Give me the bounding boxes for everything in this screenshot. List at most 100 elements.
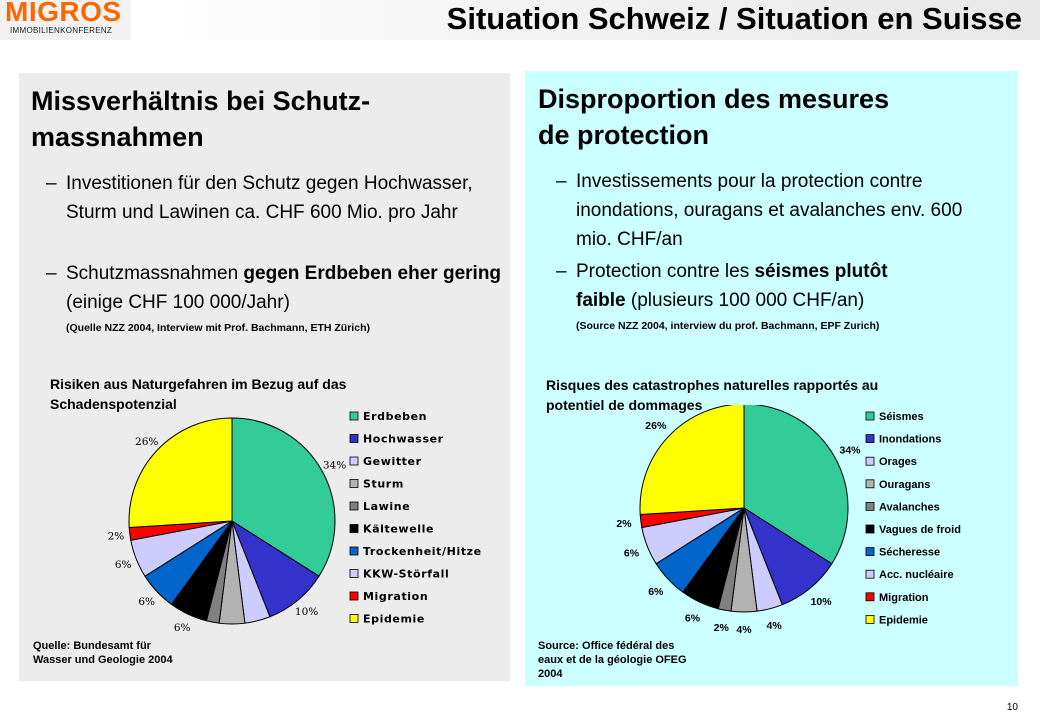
legend-swatch-inondations xyxy=(865,434,875,444)
left-source-line1: Quelle: Bundesamt für xyxy=(33,640,151,652)
logo: MIGROS IMMOBILIENKONFERENZ xyxy=(0,0,131,40)
legend-swatch-erdbeben xyxy=(349,411,359,421)
legend-label-kaltewelle: Kältewelle xyxy=(363,523,434,536)
pie-slice-erdbeben xyxy=(231,417,336,577)
left-bullet-2-bold: gegen Erdbeben eher gering xyxy=(243,263,502,284)
bullet-dash: – xyxy=(556,261,567,282)
legend-swatch-vagues-de-froid xyxy=(865,524,875,534)
left-panel-heading: Missverhältnis bei Schutz- massnahmen xyxy=(31,83,501,155)
legend-swatch-acc-nucleaire xyxy=(865,569,875,579)
pie-label-epidemie: 26% xyxy=(645,420,667,432)
pie-label-kaltewelle: 6% xyxy=(174,622,191,631)
legend-label-sturm: Sturm xyxy=(363,478,404,491)
pie-label-acc-nucleaire: 6% xyxy=(624,548,640,560)
left-chart-title: Risiken aus Naturgefahren im Bezug auf d… xyxy=(50,374,490,414)
bullet-dash: – xyxy=(556,171,567,192)
right-heading-line2: de protection xyxy=(538,120,710,150)
legend-swatch-epidemie xyxy=(349,614,359,623)
right-source-line2: eaux et de la géologie OFEG xyxy=(538,654,687,666)
legend-swatch-sturm xyxy=(349,479,359,488)
legend-label-acc-nucleaire: Acc. nucléaire xyxy=(879,569,954,581)
right-bullet-2-pre: Protection contre les xyxy=(576,261,755,282)
legend-swatch-orages xyxy=(865,456,875,466)
right-bullet-2-bold1: séismes plutôt xyxy=(754,261,888,282)
right-bullet-2: – Protection contre les séismes plutôt f… xyxy=(556,257,1006,333)
pie-label-vagues-de-froid: 6% xyxy=(685,613,701,625)
right-bullet-2-source: (Source NZZ 2004, interview du prof. Bac… xyxy=(576,320,880,332)
bullet-dash: – xyxy=(46,263,57,284)
legend-label-vagues-de-froid: Vagues de froid xyxy=(879,524,961,536)
left-pie-chart: 34%10%4%4%2%6%6%6%2%26%ErdbebenHochwasse… xyxy=(108,410,482,631)
right-bullet-1: – Investissements pour la protection con… xyxy=(556,167,986,254)
pie-label-ouragans: 4% xyxy=(736,624,752,635)
pie-label-avalanches: 2% xyxy=(714,622,730,634)
legend-swatch-lawine xyxy=(349,501,359,511)
legend-label-hochwasser: Hochwasser xyxy=(363,433,444,446)
left-heading-line1: Missverhältnis bei Schutz- xyxy=(31,86,371,116)
pie-label-gewitter: 4% xyxy=(253,629,270,631)
right-bullet-1-text: Investissements pour la protection contr… xyxy=(576,171,963,250)
pie-label-secheresse: 6% xyxy=(648,586,664,598)
left-panel: Missverhältnis bei Schutz- massnahmen – … xyxy=(19,73,510,681)
page-title: Situation Schweiz / Situation en Suisse xyxy=(446,1,1022,36)
legend-swatch-secheresse xyxy=(865,547,875,557)
legend-swatch-gewitter xyxy=(349,456,359,466)
legend-swatch-ouragans xyxy=(865,479,875,489)
left-bullet-1-text: Investitionen für den Schutz gegen Hochw… xyxy=(66,173,473,223)
header-bar: Situation Schweiz / Situation en Suisse xyxy=(131,0,1040,40)
right-chart-title-line1: Risques des catastrophes naturelles rapp… xyxy=(546,377,879,393)
legend-label-migration: Migration xyxy=(363,590,428,603)
legend-label-seismes: Séismes xyxy=(879,411,924,423)
left-bullet-2-pre: Schutzmassnahmen xyxy=(66,263,244,284)
pie-label-seismes: 34% xyxy=(839,445,861,457)
pie-label-inondations: 10% xyxy=(811,596,833,608)
right-panel-heading: Disproportion des mesures de protection xyxy=(538,81,1008,153)
legend-swatch-hochwasser xyxy=(349,434,359,443)
pie-label-hochwasser: 10% xyxy=(295,606,318,618)
left-chart-title-line1: Risiken aus Naturgefahren im Bezug auf d… xyxy=(50,376,347,392)
left-bullet-2-source: (Quelle NZZ 2004, Interview mit Prof. Ba… xyxy=(66,322,370,334)
right-source-line1: Source: Office fédéral des xyxy=(538,640,675,652)
legend-label-avalanches: Avalanches xyxy=(879,501,940,513)
pie-label-orages: 4% xyxy=(767,620,783,632)
left-source-line2: Wasser und Geologie 2004 xyxy=(33,654,173,666)
page-number: 10 xyxy=(1006,702,1018,713)
legend-swatch-avalanches xyxy=(865,502,875,511)
pie-label-erdbeben: 34% xyxy=(323,460,346,472)
legend-label-lawine: Lawine xyxy=(363,500,410,513)
legend-swatch-kkw-storfall xyxy=(349,569,359,578)
legend-swatch-seismes xyxy=(865,411,875,421)
legend-label-kkw-storfall: KKW-Störfall xyxy=(363,568,449,581)
legend-swatch-epidemie xyxy=(865,614,875,624)
legend-swatch-migration xyxy=(349,591,359,601)
left-bullet-2-post: (einige CHF 100 000/Jahr) xyxy=(66,292,290,313)
logo-wordmark: MIGROS xyxy=(5,0,122,27)
pie-label-epidemie: 26% xyxy=(135,436,158,448)
right-pie-chart: 34% 10% 4% 4% 2% 6% 6% 6% 2% 26% Séismes Inondation… xyxy=(616,405,961,635)
right-bullet-2-post: (plusieurs 100 000 CHF/an) xyxy=(625,290,865,311)
legend-label-epidemie: Epidemie xyxy=(363,613,425,626)
right-chart-title: Risques des catastrophes naturelles rapp… xyxy=(546,375,996,415)
left-bullet-2: – Schutzmassnahmen gegen Erdbeben eher g… xyxy=(46,259,508,335)
pie-label-migration: 2% xyxy=(616,518,632,530)
legend-label-ouragans: Ouragans xyxy=(879,479,930,491)
left-bullet-1: – Investitionen für den Schutz gegen Hoc… xyxy=(46,169,486,227)
pie-slice-epidemie xyxy=(639,405,745,516)
right-heading-line1: Disproportion des mesures xyxy=(538,84,890,114)
right-chart-source: Source: Office fédéral des eaux et de la… xyxy=(538,639,778,681)
left-chart-source: Quelle: Bundesamt für Wasser und Geologi… xyxy=(33,639,273,667)
legend-swatch-trockenheit-hitze xyxy=(349,546,359,556)
legend-label-secheresse: Sécheresse xyxy=(879,547,940,559)
legend-label-orages: Orages xyxy=(879,456,917,468)
left-chart-title-line2: Schadenspotenzial xyxy=(50,396,177,412)
pie-label-migration: 2% xyxy=(108,531,125,543)
logo-subtext: IMMOBILIENKONFERENZ xyxy=(10,26,113,35)
pie-slice-epidemie xyxy=(128,417,233,529)
bullet-dash: – xyxy=(46,173,57,194)
pie-label-kkw-storfall: 6% xyxy=(115,559,132,571)
left-heading-line2: massnahmen xyxy=(31,122,204,152)
legend-label-gewitter: Gewitter xyxy=(363,455,422,468)
right-source-line3: 2004 xyxy=(538,668,563,680)
pie-label-trockenheit-hitze: 6% xyxy=(138,596,155,608)
legend-label-erdbeben: Erdbeben xyxy=(363,410,427,423)
